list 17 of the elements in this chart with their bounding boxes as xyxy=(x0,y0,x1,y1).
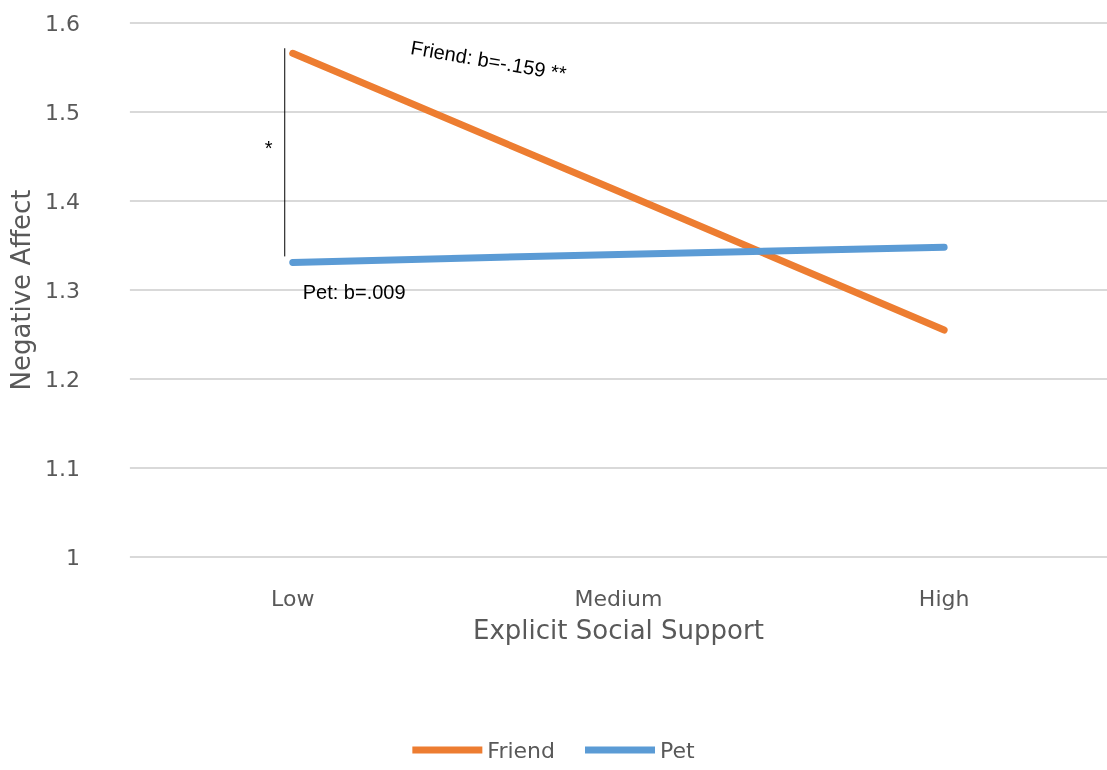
annotation: Pet: b=.009 xyxy=(302,281,406,304)
x-axis-title: Explicit Social Support xyxy=(473,615,764,645)
y-tick-label: 1.1 xyxy=(44,455,80,481)
annotation: Friend: b=-.159 ** xyxy=(409,36,569,85)
y-tick-label: 1 xyxy=(65,544,80,570)
legend-label: Pet xyxy=(660,737,696,763)
y-tick-label: 1.2 xyxy=(44,366,80,392)
y-tick-label: 1.4 xyxy=(44,188,80,214)
y-tick-label: 1.5 xyxy=(44,99,80,125)
x-tick-label: Low xyxy=(271,585,315,611)
annotation: * xyxy=(264,136,273,159)
legend-label: Friend xyxy=(487,737,556,763)
x-tick-label: High xyxy=(918,585,970,611)
y-axis-title: Negative Affect xyxy=(6,189,36,391)
x-tick-label: Medium xyxy=(574,585,663,611)
y-tick-label: 1.3 xyxy=(44,277,80,303)
y-tick-label: 1.6 xyxy=(44,10,80,36)
